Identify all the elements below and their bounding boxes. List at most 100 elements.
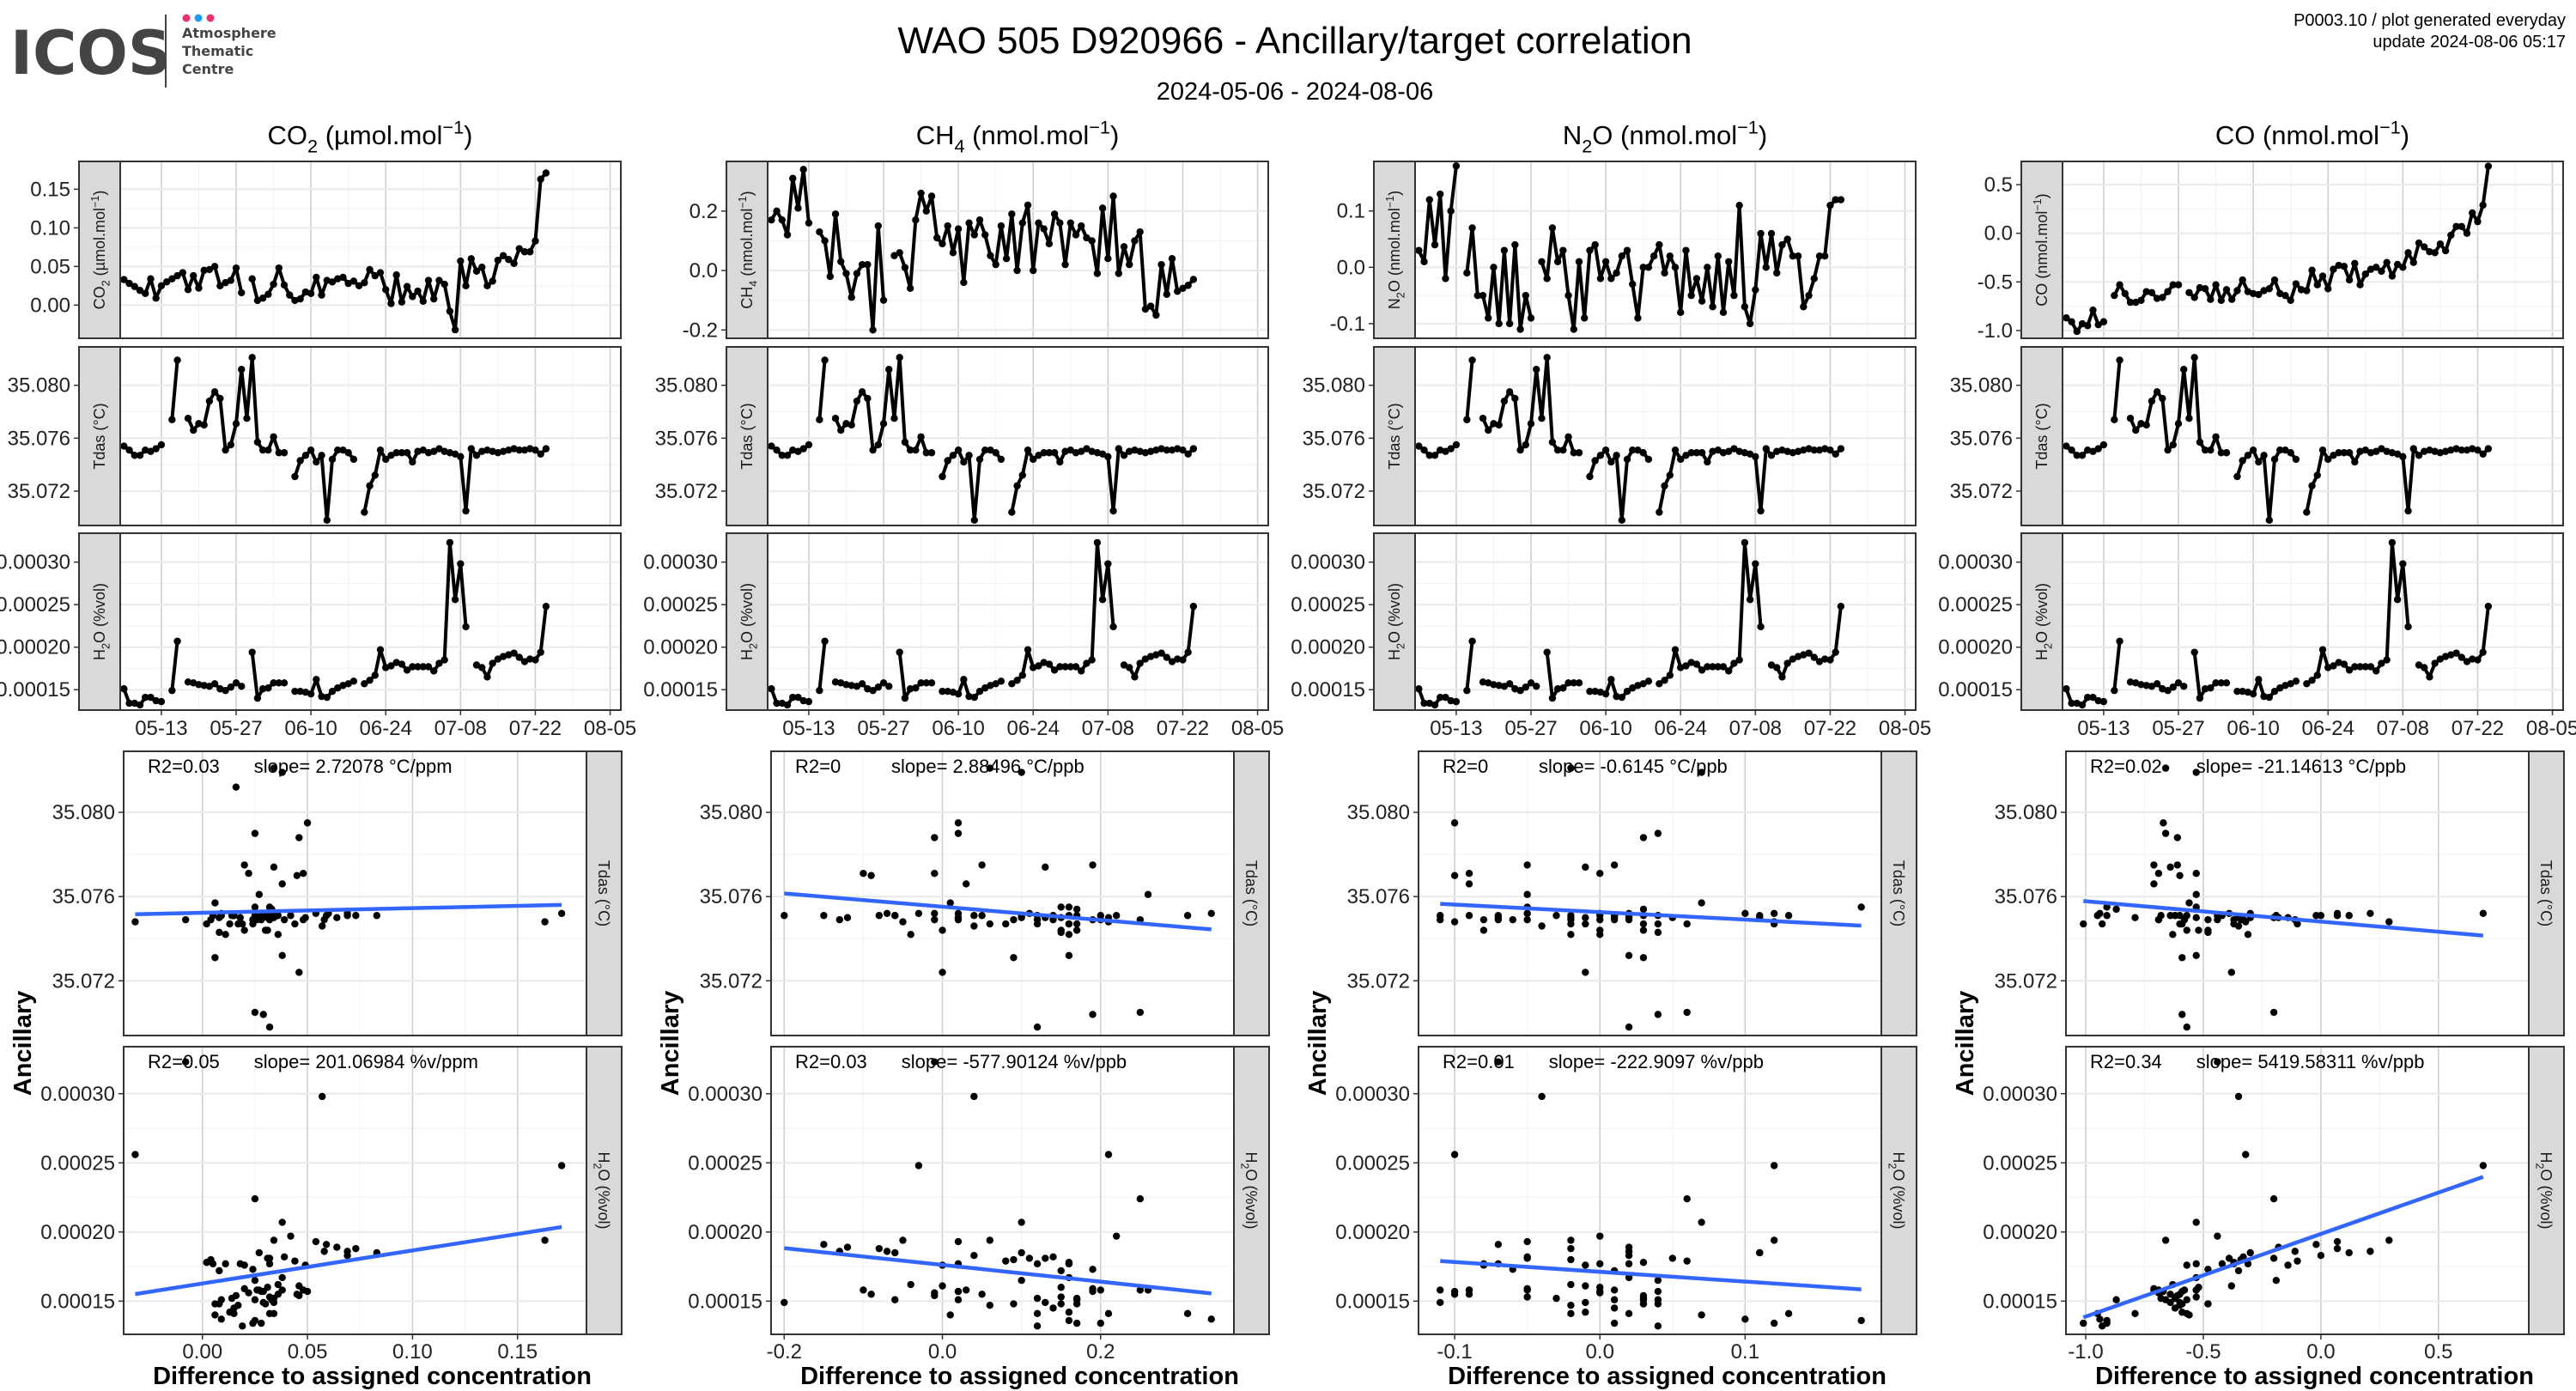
y-tick-label: 0.00020 [40, 1221, 115, 1244]
data-point [2217, 449, 2225, 457]
scatter-point [1654, 1276, 1662, 1285]
scatter-point [2166, 912, 2174, 920]
scatter-point [1582, 863, 1589, 872]
data-point [2159, 394, 2166, 403]
data-point [1018, 219, 1026, 227]
scatter-point [2161, 764, 2170, 772]
data-point [344, 449, 352, 457]
data-point [430, 295, 438, 303]
data-point [1639, 264, 1647, 271]
data-point [831, 415, 840, 422]
label-part-sub: 2 [747, 643, 759, 649]
scatter-point [970, 922, 978, 930]
scatter-point [867, 872, 875, 879]
x-axis-title: Difference to assigned concentration [800, 1363, 1239, 1390]
label-part-main: CO [268, 120, 308, 150]
scatter-point [211, 1311, 219, 1319]
data-point [1152, 311, 1160, 319]
data-point [2484, 162, 2493, 170]
label-part-sup: −1 [2032, 198, 2044, 210]
label-part-sup: −1 [1737, 117, 1759, 138]
data-point [184, 415, 192, 422]
label-part-unit: (nmol.mol [965, 120, 1090, 150]
x-tick-label: 07-22 [509, 717, 562, 740]
data-point [2356, 281, 2364, 289]
data-point [462, 507, 470, 515]
data-point [280, 449, 289, 457]
scatter-point [1033, 1294, 1042, 1303]
data-point [906, 685, 914, 693]
slope-annotation: slope= -577.90124 %v/ppb [902, 1051, 1127, 1072]
strip-background [2020, 346, 2063, 526]
data-point [869, 687, 877, 695]
scatter-point [2154, 870, 2163, 878]
scatter-point [1523, 861, 1531, 869]
data-point [173, 356, 181, 364]
label-part-sub: 2 [100, 643, 112, 649]
scatter-point [1639, 1259, 1648, 1266]
data-point [939, 472, 946, 481]
data-point [1805, 291, 1813, 300]
scatter-point [251, 829, 259, 837]
y-tick-label: 0.00015 [0, 678, 70, 702]
scatter-point [2192, 951, 2200, 960]
scatter-point [891, 1248, 899, 1257]
data-point [1752, 560, 1759, 568]
scatter-point [232, 783, 240, 791]
data-point [376, 269, 385, 276]
data-point [2287, 680, 2294, 688]
data-point [371, 671, 379, 679]
data-point [494, 256, 502, 264]
data-point [403, 666, 411, 674]
label-part-close: ) [1386, 191, 1403, 196]
panel-background [124, 751, 586, 1036]
data-point [975, 688, 984, 696]
data-point [783, 452, 792, 459]
data-point [1649, 252, 1658, 260]
label-part-sub: 4 [747, 281, 759, 287]
scatter-point [1018, 768, 1025, 776]
scatter-point [274, 1291, 283, 1298]
data-point [387, 300, 395, 307]
data-point [1762, 445, 1770, 453]
scatter-point [2183, 1309, 2190, 1318]
y-tick-label: 0.0 [1337, 256, 1365, 279]
data-point [1093, 538, 1102, 547]
scatter-point [211, 954, 219, 962]
data-point [210, 388, 219, 396]
strip-label: Tdas (°C) [1890, 860, 1907, 926]
scatter-point [939, 1282, 946, 1290]
data-point [2137, 681, 2145, 689]
data-point [270, 280, 277, 289]
data-point [1719, 663, 1728, 671]
data-point [2159, 294, 2166, 301]
series-line [2112, 360, 2122, 420]
data-point [1698, 666, 1706, 674]
data-point [1104, 255, 1112, 263]
scatter-point [1509, 915, 1516, 924]
scatter-point [1089, 1011, 1097, 1018]
data-point [1522, 291, 1529, 300]
y-tick-label: 0.00030 [688, 1083, 762, 1106]
data-point [2270, 688, 2279, 696]
scatter-point [2479, 909, 2488, 917]
data-point [1810, 446, 1818, 454]
data-point [858, 680, 866, 688]
label-part-unit: (nmol.mol [2255, 120, 2379, 150]
data-point [1538, 258, 1546, 265]
data-point [142, 289, 149, 298]
data-point [1725, 447, 1733, 455]
data-point [2447, 231, 2455, 240]
panel-background [2066, 751, 2529, 1036]
strip-background [78, 532, 121, 711]
panel-border [1418, 1046, 1882, 1335]
y-tick-label: 0.00020 [1291, 636, 1365, 659]
scatter-point [1610, 1304, 1619, 1312]
data-point [157, 440, 166, 449]
label-part-close: ) [1110, 120, 1119, 150]
label-part-sup: −1 [2379, 117, 2401, 138]
scatter-point [2183, 1261, 2190, 1269]
scatter-point [1582, 1298, 1589, 1307]
